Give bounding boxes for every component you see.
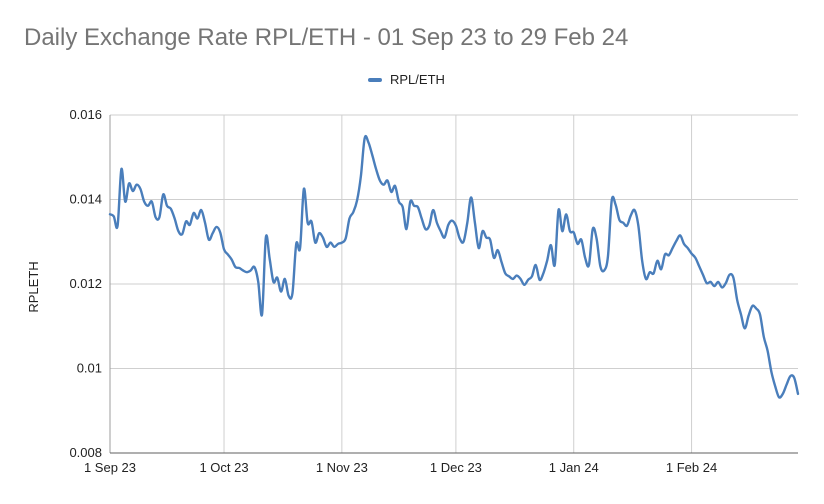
y-tick-label: 0.01 bbox=[77, 361, 102, 376]
y-tick-label: 0.014 bbox=[69, 192, 102, 207]
y-tick-label: 0.012 bbox=[69, 276, 102, 291]
y-tick-labels: 0.008 0.01 0.012 0.014 0.016 bbox=[69, 107, 102, 460]
x-tick-label: 1 Oct 23 bbox=[199, 460, 248, 475]
legend-swatch bbox=[368, 77, 382, 82]
legend: RPL/ETH bbox=[368, 72, 445, 87]
series-line-rpl-eth bbox=[108, 134, 800, 399]
chart-title: Daily Exchange Rate RPL/ETH - 01 Sep 23 … bbox=[24, 24, 629, 51]
x-tick-labels: 1 Sep 23 1 Oct 23 1 Nov 23 1 Dec 23 1 Jan 24… bbox=[84, 460, 717, 475]
x-tick-label: 1 Feb 24 bbox=[666, 460, 717, 475]
x-tick-label: 1 Sep 23 bbox=[84, 460, 136, 475]
y-tick-label: 0.016 bbox=[69, 107, 102, 122]
y-tick-label: 0.008 bbox=[69, 445, 102, 460]
series-layer bbox=[108, 134, 800, 399]
x-tick-label: 1 Jan 24 bbox=[549, 460, 599, 475]
gridlines bbox=[110, 114, 798, 454]
x-tick-label: 1 Dec 23 bbox=[430, 460, 482, 475]
y-axis-title: RPLETH bbox=[26, 261, 41, 312]
axes bbox=[109, 115, 798, 454]
x-tick-label: 1 Nov 23 bbox=[316, 460, 368, 475]
legend-label: RPL/ETH bbox=[390, 72, 445, 87]
